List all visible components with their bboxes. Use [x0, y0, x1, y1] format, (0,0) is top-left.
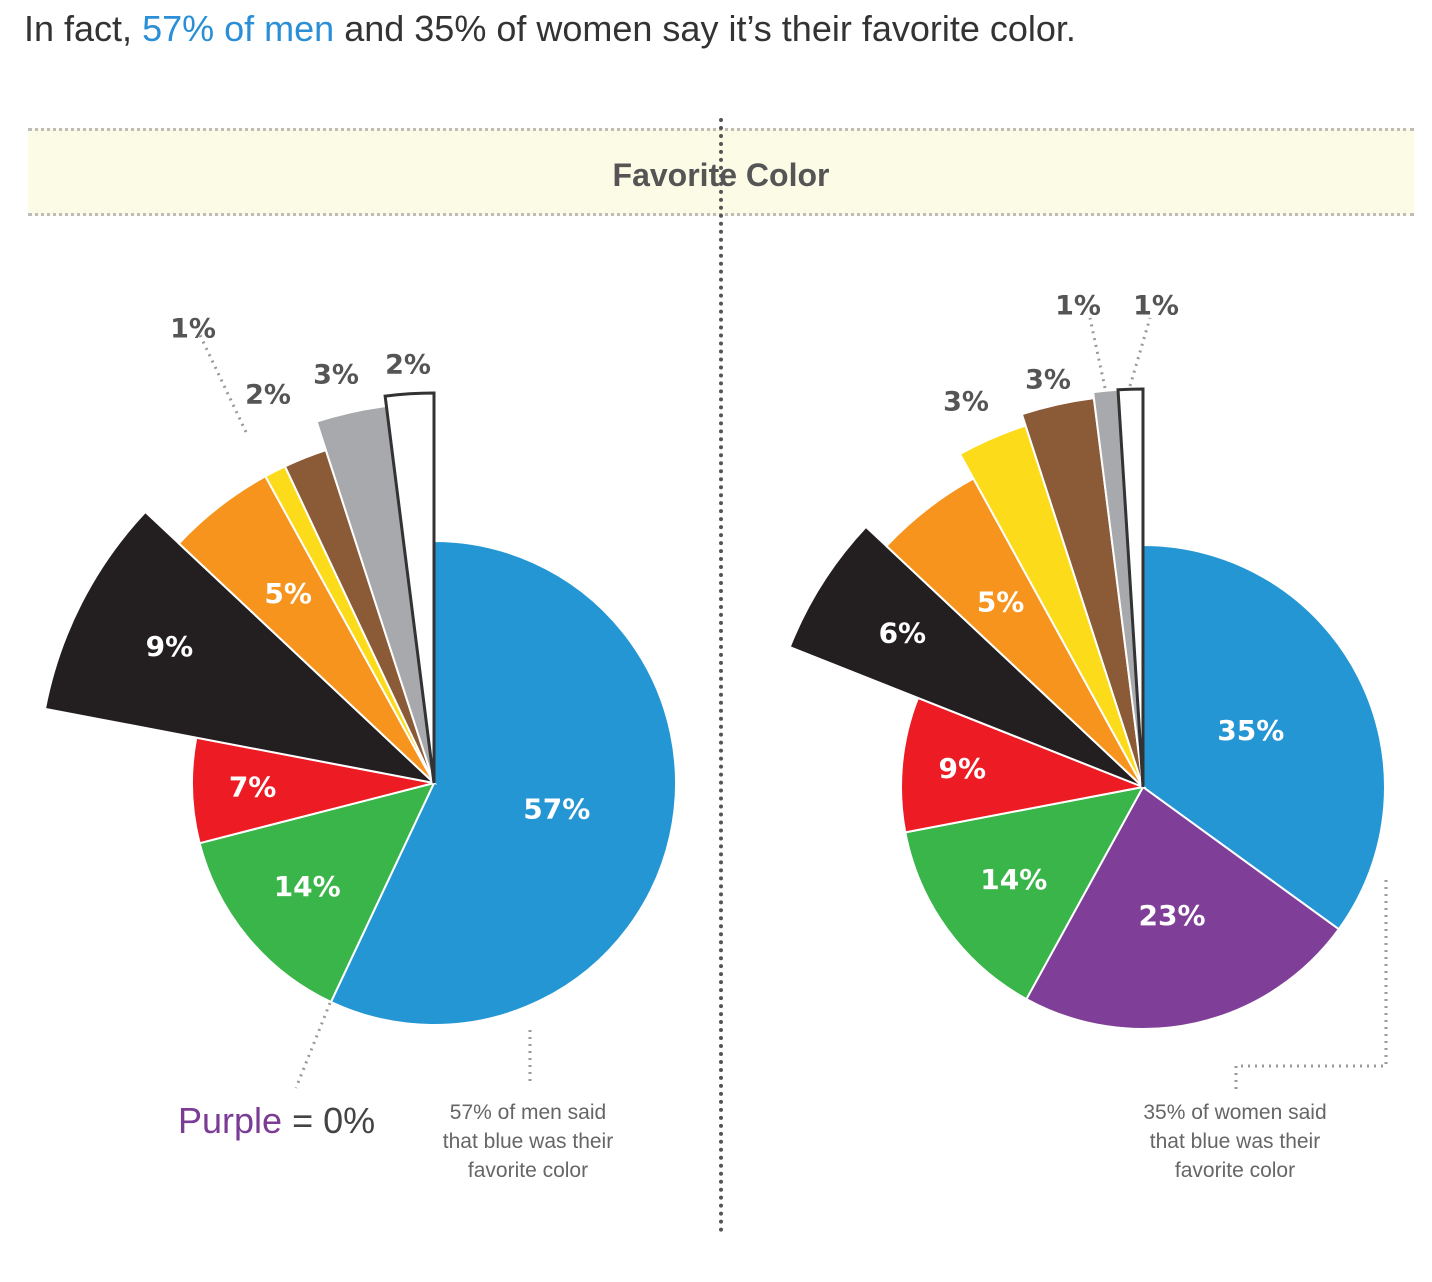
men-note: 57% of men said that blue was their favo…: [398, 1098, 658, 1185]
slice-label-men-yellow: 1%: [170, 314, 216, 345]
pie-slice-men-red: [191, 736, 435, 845]
leader-line: [198, 334, 248, 433]
purple-zero-note: Purple = 0%: [178, 1100, 375, 1142]
purple-word: Purple: [178, 1100, 283, 1141]
slice-label-men-gray: 3%: [313, 360, 359, 391]
pie-slice-men-black: [43, 510, 438, 785]
pie-chart-men: 57% 14% 7% 9% 5% 1% 2% 3% 2%: [43, 314, 677, 1026]
pie-slice-men-blue: [329, 539, 677, 1026]
leader-line: [1128, 317, 1152, 387]
slice-label-women-blue: 35%: [1217, 714, 1284, 747]
pie-slice-men-white: [383, 391, 436, 784]
slice-label-men-green: 14%: [274, 870, 341, 903]
purple-value: = 0%: [292, 1100, 376, 1141]
chart-divider: [719, 118, 723, 1233]
women-note-line: favorite color: [1174, 1159, 1296, 1182]
slice-label-women-black: 6%: [879, 616, 927, 649]
slice-label-men-orange: 5%: [264, 577, 312, 610]
pie-slice-men-green: [198, 781, 436, 1004]
men-note-line: 57% of men said: [449, 1101, 607, 1124]
slice-label-women-purple: 23%: [1139, 899, 1206, 932]
pie-slice-women-red: [900, 696, 1147, 834]
women-note-line: that blue was their: [1149, 1130, 1321, 1153]
intro-prefix: In fact,: [24, 8, 133, 49]
pie-slice-women-purple: [1025, 785, 1341, 1030]
slice-label-men-brown: 2%: [245, 380, 291, 411]
leader-lines: [294, 880, 1388, 1090]
slice-label-women-gray: 1%: [1055, 291, 1101, 322]
intro-highlight: 57% of men: [142, 8, 335, 49]
leader-line: [294, 1002, 332, 1089]
leader-line: [1234, 880, 1388, 1090]
pie-slice-women-black: [788, 525, 1144, 788]
slice-label-women-orange: 5%: [977, 585, 1025, 618]
intro-sentence: In fact, 57% of men and 35% of women say…: [24, 8, 1076, 50]
slice-label-women-brown: 3%: [1025, 365, 1071, 396]
slice-label-men-red: 7%: [229, 771, 277, 804]
leader-line: [1088, 317, 1107, 389]
slice-label-women-yellow: 3%: [943, 387, 989, 418]
slice-label-men-black: 9%: [146, 630, 194, 663]
pie-slice-women-green: [904, 785, 1145, 1001]
intro-suffix: and 35% of women say it’s their favorite…: [344, 8, 1076, 49]
pie-slice-women-blue: [1142, 543, 1386, 931]
men-note-line: favorite color: [467, 1159, 589, 1182]
slice-label-men-white: 2%: [385, 350, 431, 381]
men-note-line: that blue was their: [442, 1130, 614, 1153]
women-note: 35% of women said that blue was their fa…: [1105, 1098, 1365, 1185]
slice-label-women-green: 14%: [980, 863, 1047, 896]
slice-label-men-blue: 57%: [523, 792, 590, 825]
slice-label-women-white: 1%: [1133, 291, 1179, 322]
pie-chart-women: 35% 23% 14% 9% 6% 5% 3% 3% 1% 1%: [788, 291, 1386, 1030]
slice-label-women-red: 9%: [939, 752, 987, 785]
pie-slice-women-white: [1116, 387, 1145, 788]
women-note-line: 35% of women said: [1143, 1101, 1327, 1124]
